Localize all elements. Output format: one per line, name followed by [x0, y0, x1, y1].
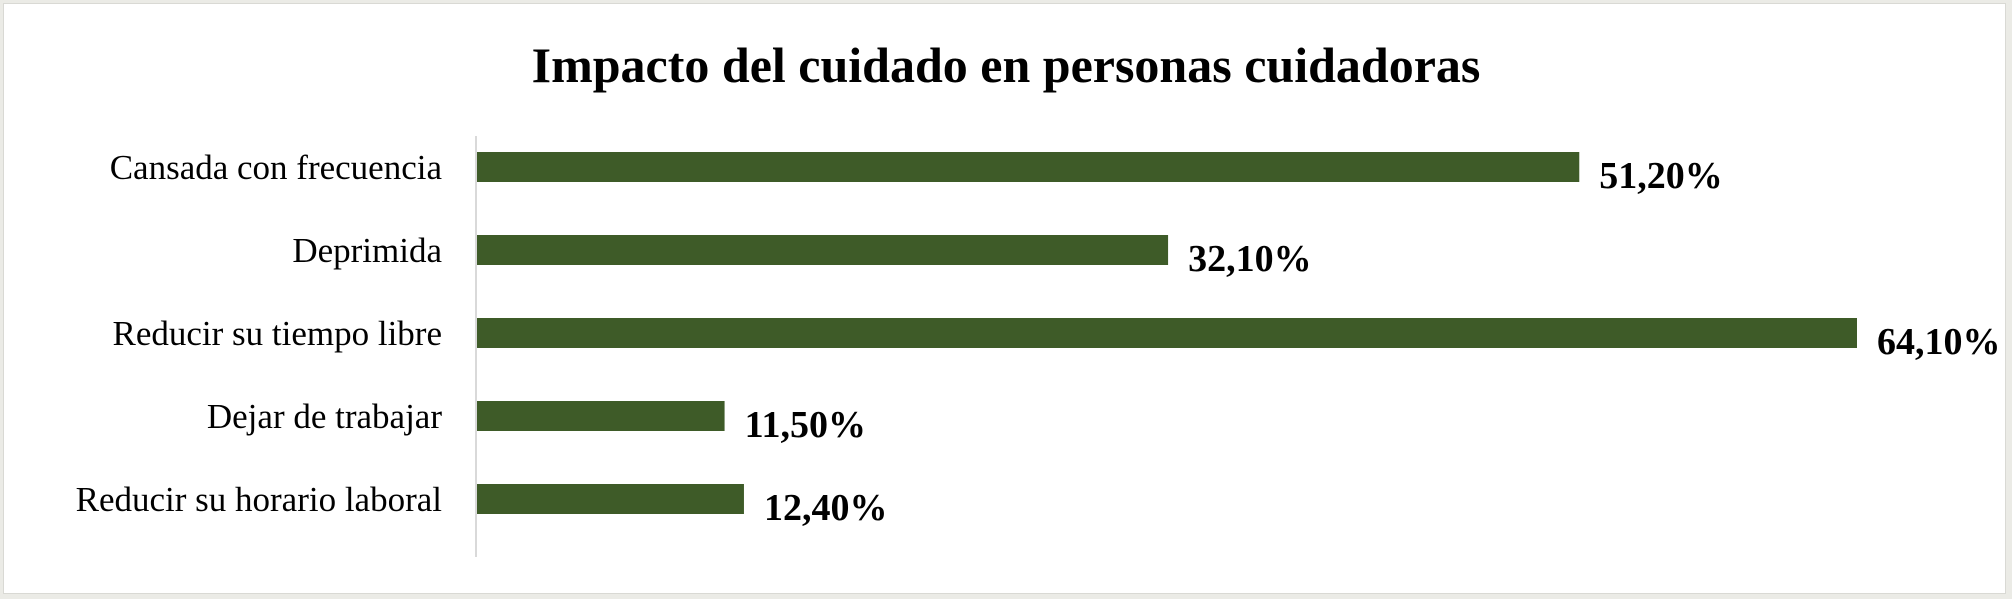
bar	[477, 235, 1169, 265]
category-label: Reducir su horario laboral	[76, 480, 443, 519]
value-label: 12,40%	[764, 487, 888, 529]
value-label: 32,10%	[1188, 238, 1312, 280]
category-label: Reducir su tiempo libre	[112, 314, 442, 353]
bar-chart: Impacto del cuidado en personas cuidador…	[76, 37, 2001, 557]
chart-frame: Impacto del cuidado en personas cuidador…	[3, 3, 2006, 594]
value-label: 11,50%	[745, 404, 866, 446]
value-label: 64,10%	[1877, 321, 2001, 363]
category-label: Deprimida	[292, 231, 442, 270]
category-label: Dejar de trabajar	[207, 397, 442, 436]
chart-title: Impacto del cuidado en personas cuidador…	[532, 37, 1481, 93]
value-label: 51,20%	[1599, 155, 1723, 197]
bars-group: Cansada con frecuencia 51,20% Deprimida 32,…	[76, 148, 2001, 529]
category-label: Cansada con frecuencia	[110, 148, 443, 187]
bar	[477, 318, 1857, 348]
bar	[477, 152, 1580, 182]
bar	[477, 401, 725, 431]
bar	[477, 484, 744, 514]
